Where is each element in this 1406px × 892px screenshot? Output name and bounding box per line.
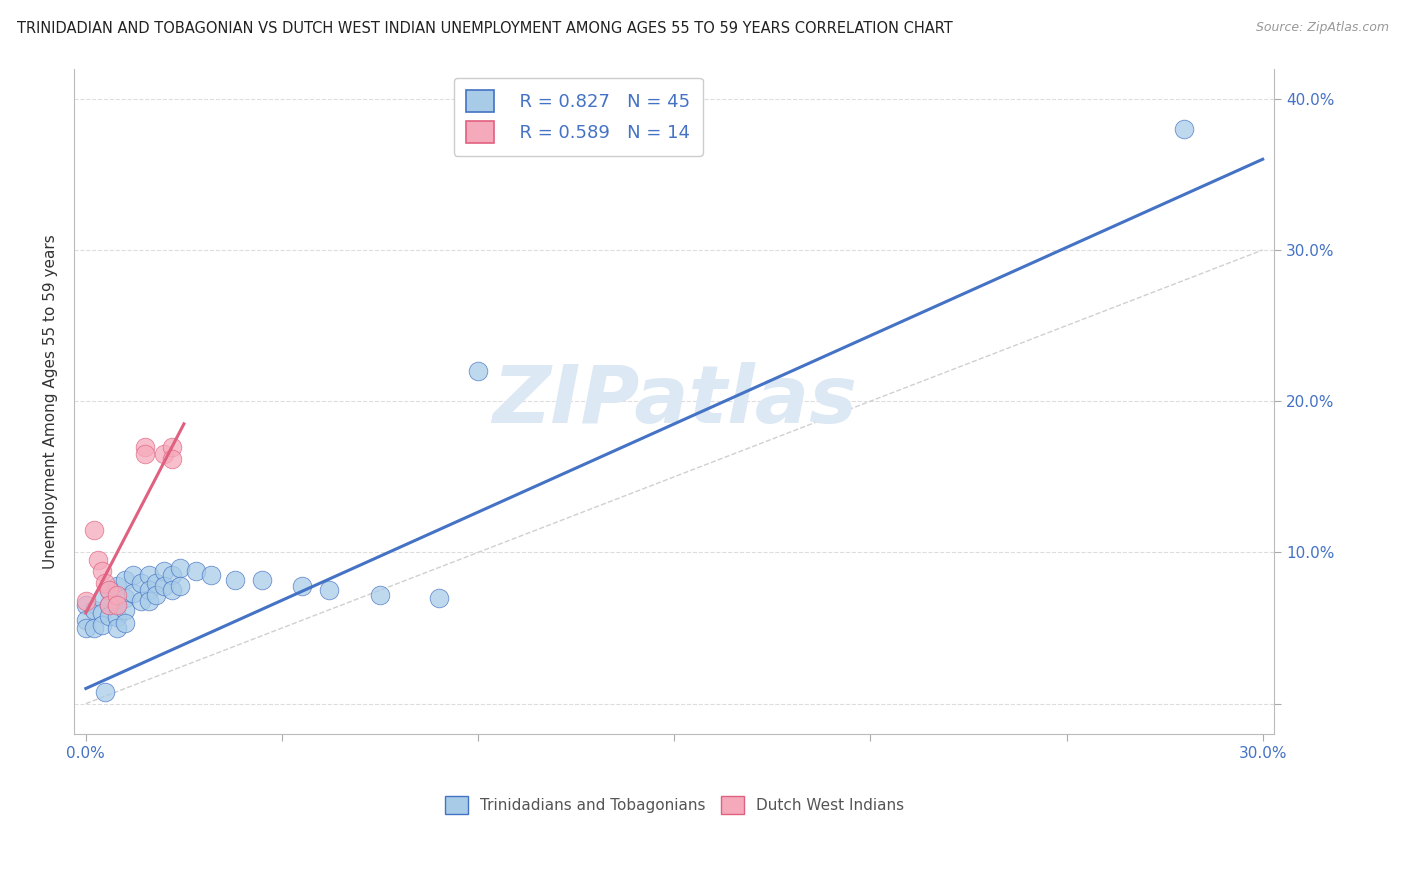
Point	[291, 579, 314, 593]
Point	[160, 583, 183, 598]
Point	[145, 575, 167, 590]
Point	[184, 564, 207, 578]
Point	[98, 599, 121, 613]
Point	[83, 603, 105, 617]
Point	[224, 573, 246, 587]
Point	[98, 599, 121, 613]
Point	[86, 553, 108, 567]
Point	[153, 564, 176, 578]
Point	[318, 583, 340, 598]
Point	[169, 579, 191, 593]
Point	[145, 588, 167, 602]
Point	[75, 614, 97, 628]
Y-axis label: Unemployment Among Ages 55 to 59 years: Unemployment Among Ages 55 to 59 years	[44, 234, 58, 568]
Point	[122, 568, 145, 582]
Point	[114, 591, 136, 605]
Point	[98, 583, 121, 598]
Text: TRINIDADIAN AND TOBAGONIAN VS DUTCH WEST INDIAN UNEMPLOYMENT AMONG AGES 55 TO 59: TRINIDADIAN AND TOBAGONIAN VS DUTCH WEST…	[17, 21, 953, 37]
Point	[153, 447, 176, 461]
Point	[160, 568, 183, 582]
Point	[98, 583, 121, 598]
Point	[169, 560, 191, 574]
Point	[129, 594, 152, 608]
Point	[114, 603, 136, 617]
Text: Source: ZipAtlas.com: Source: ZipAtlas.com	[1256, 21, 1389, 35]
Text: ZIPatlas: ZIPatlas	[492, 362, 856, 440]
Point	[75, 599, 97, 613]
Point	[114, 616, 136, 631]
Point	[1173, 122, 1195, 136]
Point	[122, 586, 145, 600]
Point	[83, 621, 105, 635]
Point	[105, 621, 128, 635]
Point	[138, 568, 160, 582]
Point	[368, 588, 391, 602]
Point	[90, 606, 112, 620]
Point	[252, 573, 274, 587]
Point	[200, 568, 222, 582]
Point	[105, 610, 128, 624]
Point	[160, 440, 183, 454]
Point	[75, 621, 97, 635]
Point	[90, 618, 112, 632]
Point	[98, 608, 121, 623]
Point	[105, 599, 128, 613]
Point	[94, 575, 117, 590]
Point	[138, 594, 160, 608]
Point	[134, 447, 156, 461]
Point	[105, 599, 128, 613]
Point	[83, 523, 105, 537]
Legend: Trinidadians and Tobagonians, Dutch West Indians: Trinidadians and Tobagonians, Dutch West…	[437, 788, 911, 822]
Point	[427, 591, 450, 605]
Point	[467, 364, 489, 378]
Point	[114, 573, 136, 587]
Point	[94, 684, 117, 698]
Point	[90, 564, 112, 578]
Point	[90, 591, 112, 605]
Point	[75, 594, 97, 608]
Point	[105, 588, 128, 602]
Point	[138, 583, 160, 598]
Point	[129, 575, 152, 590]
Point	[153, 579, 176, 593]
Point	[160, 451, 183, 466]
Point	[134, 440, 156, 454]
Point	[105, 579, 128, 593]
